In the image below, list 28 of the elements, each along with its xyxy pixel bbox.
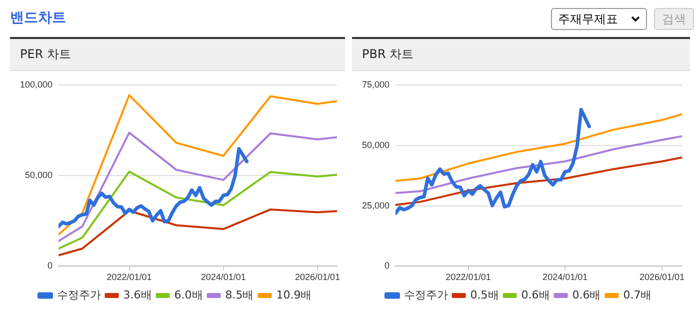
x-tick-label: 2026/01/01: [295, 272, 340, 282]
legend-label: 0.5배: [470, 288, 499, 302]
dropdown-select: 주재무제표: [551, 8, 647, 30]
legend-label: 0.6배: [521, 288, 550, 302]
chart-title: PBR 차트: [352, 37, 690, 71]
search-button: 검색: [654, 8, 694, 30]
y-tick-label: 100,000: [20, 79, 53, 90]
x-tick-label: 2022/01/01: [106, 272, 152, 282]
legend-label: 10.9배: [276, 288, 312, 302]
y-tick-label: 0: [48, 260, 53, 271]
legend-label: 3.6배: [123, 288, 152, 302]
y-tick-label: 0: [384, 260, 390, 271]
x-tick-label: 2024/01/01: [200, 272, 246, 282]
legend-label: 8.5배: [225, 288, 254, 302]
y-tick-label: 25,000: [362, 200, 390, 210]
text: 밴드차트: [10, 9, 66, 27]
legend-label: 6.0배: [174, 288, 203, 302]
y-tick-label: 50,000: [362, 140, 390, 150]
x-tick-label: 2022/01/01: [446, 272, 491, 282]
legend-label: 수정주가: [56, 288, 101, 302]
legend-label: 0.6배: [572, 288, 601, 302]
y-tick-label: 75,000: [362, 79, 390, 90]
legend-label: 0.7배: [623, 288, 652, 302]
x-tick-label: 2024/01/01: [542, 272, 588, 282]
y-tick-label: 50,000: [25, 170, 53, 180]
x-tick-label: 2026/01/01: [639, 272, 685, 282]
chart-title: PER 차트: [10, 37, 345, 71]
legend-label: 수정주가: [404, 288, 448, 302]
